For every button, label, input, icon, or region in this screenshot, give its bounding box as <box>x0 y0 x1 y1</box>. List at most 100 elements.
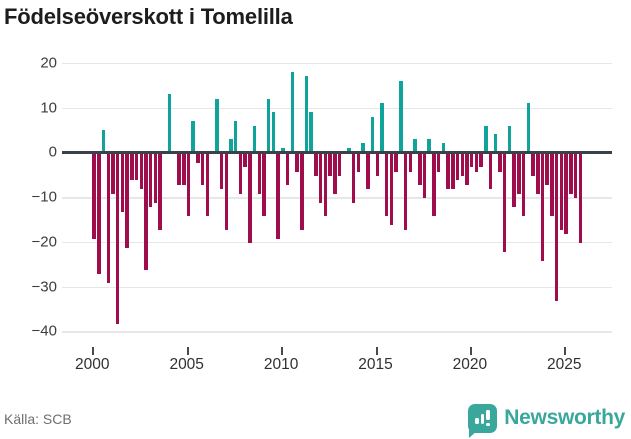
x-tick-2010 <box>281 347 284 355</box>
bar-2014-q4 <box>370 116 375 153</box>
y-axis-label-−40: −40 <box>31 322 57 340</box>
bar-2013-q4 <box>351 153 356 203</box>
gridline-−30 <box>62 286 612 289</box>
newsworthy-logo: Newsworthy <box>468 402 625 438</box>
bar-2021-q1 <box>488 153 493 190</box>
x-axis-label-2025: 2025 <box>547 356 582 373</box>
y-axis-label-−30: −30 <box>31 278 57 296</box>
source-label: Källa: SCB <box>4 411 72 427</box>
gridline-20 <box>62 62 612 65</box>
x-axis-label-2015: 2015 <box>358 356 393 373</box>
y-axis-label-20: 20 <box>40 54 57 72</box>
bar-2024-q2 <box>550 153 554 217</box>
bar-2009-q2 <box>266 98 271 153</box>
bar-2025-q1 <box>564 153 568 235</box>
x-tick-2000 <box>92 347 95 355</box>
bar-2010-q4 <box>295 153 299 172</box>
chart-title: Födelseöverskott i Tomelilla <box>4 4 293 29</box>
x-axis-label-2010: 2010 <box>263 356 299 373</box>
bar-2000-q3 <box>101 129 106 153</box>
bar-2019-q4 <box>465 153 469 185</box>
bar-2012-q3 <box>328 153 332 177</box>
x-axis-label-2000: 2000 <box>75 356 110 373</box>
bar-2008-q3 <box>252 125 257 153</box>
x-axis-label-2020: 2020 <box>452 356 488 373</box>
bar-2002-q2 <box>134 153 139 181</box>
bar-2007-q1 <box>224 153 228 230</box>
bar-2022-q3 <box>517 153 521 194</box>
bar-2002-q4 <box>144 153 148 270</box>
bar-2005-q2 <box>191 121 195 153</box>
zero-axis-line <box>62 150 612 154</box>
bar-2015-q1 <box>375 153 379 177</box>
bar-2020-q3 <box>479 153 483 168</box>
bar-2017-q4 <box>427 138 431 153</box>
bar-2022-q1 <box>507 125 512 153</box>
bar-2002-q3 <box>139 153 143 190</box>
bar-2024-q4 <box>559 153 564 230</box>
bar-2011-q1 <box>300 153 304 230</box>
bar-2008-q1 <box>243 153 247 168</box>
bar-2000-q2 <box>97 153 101 275</box>
bar-2004-q4 <box>182 153 186 185</box>
badge-bar-medium <box>480 413 485 424</box>
bar-2023-q1 <box>526 103 530 153</box>
bar-2012-q1 <box>318 153 323 203</box>
bar-2016-q1 <box>394 153 398 172</box>
bar-2023-q4 <box>540 153 545 262</box>
bar-2022-q2 <box>512 153 516 208</box>
x-tick-2005 <box>186 347 189 355</box>
x-tick-2015 <box>375 347 378 355</box>
bar-2025-q2 <box>569 153 573 194</box>
bar-2006-q1 <box>205 153 210 217</box>
bar-2007-q2 <box>229 138 233 153</box>
bar-2018-q3 <box>441 143 446 153</box>
bar-2007-q4 <box>238 153 243 194</box>
bar-2020-q4 <box>484 125 488 153</box>
bar-2016-q3 <box>403 153 408 230</box>
y-axis-label-−20: −20 <box>31 233 57 251</box>
bar-2009-q1 <box>262 153 266 217</box>
bar-2014-q2 <box>361 143 365 153</box>
bar-2017-q3 <box>422 153 427 199</box>
bar-2018-q2 <box>436 153 441 172</box>
bar-2012-q4 <box>333 153 337 194</box>
badge-bar-small <box>475 417 479 424</box>
bar-2025-q3 <box>573 153 578 199</box>
bar-2006-q3 <box>215 98 219 153</box>
bar-2020-q1 <box>469 153 474 168</box>
gridline-−10 <box>62 197 612 199</box>
bar-2014-q1 <box>356 153 361 172</box>
gridline-−20 <box>62 241 612 244</box>
bar-2008-q2 <box>248 153 252 244</box>
bar-2013-q1 <box>337 153 342 177</box>
bar-2019-q1 <box>451 153 455 190</box>
badge-bar-tall <box>486 409 490 420</box>
gridline-−40 <box>62 331 612 333</box>
bar-2015-q4 <box>389 153 394 226</box>
brand-name: Newsworthy <box>504 406 625 429</box>
bar-2016-q2 <box>399 80 403 153</box>
x-axis-label-2005: 2005 <box>169 356 204 373</box>
badge-dot <box>486 423 490 427</box>
bar-2012-q2 <box>323 153 328 217</box>
bar-2002-q1 <box>130 153 134 181</box>
bar-2010-q2 <box>285 153 290 185</box>
bar-2005-q1 <box>186 153 191 217</box>
bar-2021-q3 <box>498 153 502 172</box>
bar-2017-q2 <box>418 153 422 185</box>
bar-2003-q2 <box>153 153 158 203</box>
bar-2018-q1 <box>432 153 436 217</box>
bar-2013-q3 <box>347 147 351 153</box>
bar-2015-q2 <box>380 103 384 153</box>
bar-2007-q3 <box>233 121 238 153</box>
bar-2021-q4 <box>502 153 507 253</box>
bar-2001-q3 <box>120 153 125 212</box>
y-axis-label-10: 10 <box>40 99 57 117</box>
bar-2011-q2 <box>304 76 309 153</box>
bar-2019-q2 <box>455 153 460 181</box>
bar-2001-q1 <box>111 153 115 194</box>
bar-2001-q4 <box>125 153 129 248</box>
bar-2005-q3 <box>196 153 200 163</box>
